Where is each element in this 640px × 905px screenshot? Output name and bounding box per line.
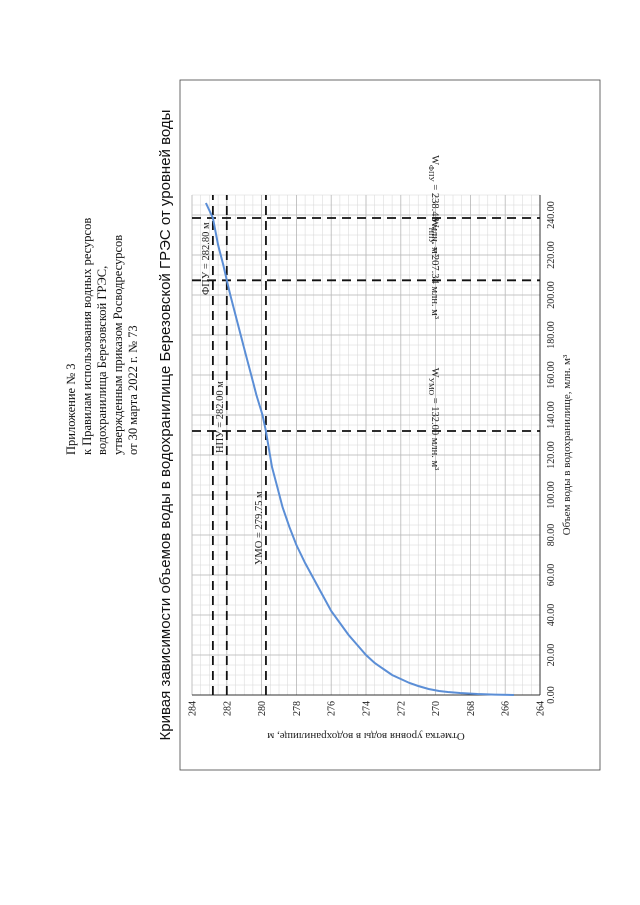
w-npu-label: WНПУ = 207.34 млн. м³ <box>427 218 440 319</box>
umo-label: УМО = 279.75 м <box>254 491 265 565</box>
npu-label: НПУ = 282.00 м <box>215 381 226 453</box>
x-tick-label: 200.00 <box>546 281 557 309</box>
y-tick-label: 280 <box>257 701 268 716</box>
y-tick-label: 278 <box>292 701 303 716</box>
x-tick-label: 160.00 <box>546 361 557 389</box>
y-tick-label: 284 <box>188 701 199 716</box>
y-tick-label: 270 <box>431 701 442 716</box>
y-tick-label: 276 <box>327 701 338 716</box>
x-tick-label: 120.00 <box>546 441 557 469</box>
y-tick-label: 282 <box>222 701 233 716</box>
y-tick-label: 266 <box>501 701 512 716</box>
x-tick-label: 100.00 <box>546 481 557 509</box>
x-tick-label: 20.00 <box>546 644 557 667</box>
chart-frame <box>179 79 601 771</box>
series-line-0 <box>204 202 514 696</box>
fpu-label: ФПУ = 282.80 м <box>201 222 212 295</box>
y-axis-label: Отметка уровня воды в водохранилище, м <box>267 730 465 742</box>
x-tick-label: 80.00 <box>546 524 557 547</box>
y-tick-label: 272 <box>396 701 407 716</box>
x-tick-label: 220.00 <box>546 241 557 269</box>
x-tick-label: 0.00 <box>546 686 557 704</box>
y-tick-label: 268 <box>466 701 477 716</box>
w-umo-label: WУМО = 132.00 млн. м³ <box>427 368 440 471</box>
x-tick-label: 60.00 <box>546 564 557 587</box>
x-tick-label: 40.00 <box>546 604 557 627</box>
x-tick-label: 180.00 <box>546 321 557 349</box>
x-tick-label: 240.00 <box>546 201 557 229</box>
w-fpu-label: WФПУ = 238.49 млн. м³ <box>427 155 440 257</box>
y-tick-label: 264 <box>536 701 547 716</box>
y-tick-label: 274 <box>362 701 373 716</box>
x-tick-label: 140.00 <box>546 401 557 429</box>
x-axis-label: Объем воды в водохранилище, млн. м³ <box>561 354 573 535</box>
